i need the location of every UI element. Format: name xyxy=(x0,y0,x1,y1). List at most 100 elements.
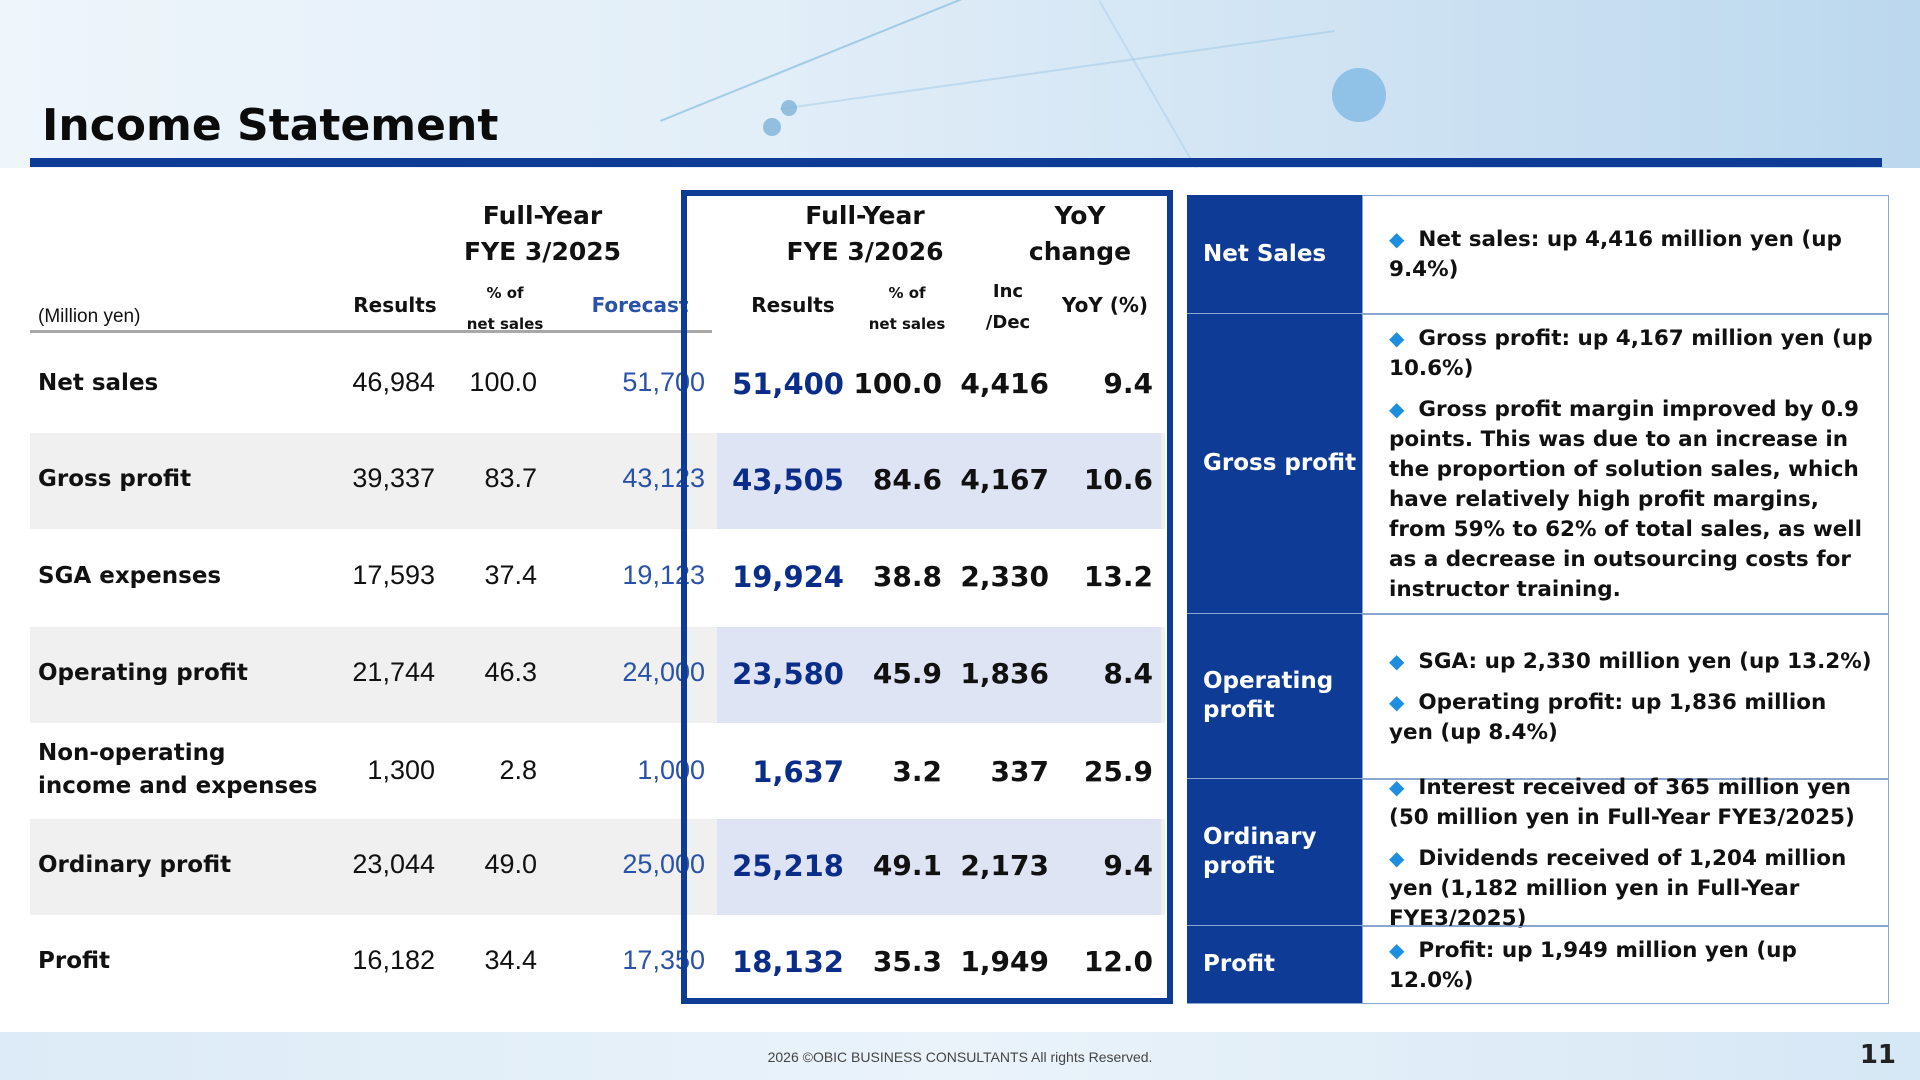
header-background xyxy=(0,0,1920,168)
section-body: ◆ Gross profit: up 4,167 million yen (up … xyxy=(1362,314,1889,613)
bullet-text: Dividends received of 1,204 million yen … xyxy=(1389,845,1847,931)
table-row: Non-operating income and expenses 1,300 2.8… xyxy=(30,723,1165,819)
cell-results-2026: 51,400 xyxy=(732,367,844,401)
highlight-row-shade xyxy=(717,627,1161,723)
commentary-section: Profit ◆ Profit: up 1,949 million yen (up … xyxy=(1187,926,1889,1004)
cell-pct-2025: 49.0 xyxy=(484,849,537,879)
cell-pct-2026: 3.2 xyxy=(892,755,942,788)
cell-forecast: 24,000 xyxy=(622,657,705,687)
col-header-line: Inc xyxy=(992,281,1024,302)
diamond-icon: ◆ xyxy=(1389,397,1405,421)
section-body: ◆ Net sales: up 4,416 million yen (up 9.4… xyxy=(1362,195,1889,313)
title-underline xyxy=(30,158,1882,167)
cell-forecast: 43,123 xyxy=(622,463,705,493)
bullet-item: ◆ Operating profit: up 1,836 million yen … xyxy=(1389,687,1874,748)
commentary-panel: Net Sales ◆ Net sales: up 4,416 million ye… xyxy=(1187,195,1889,1004)
cell-pct-2025: 2.8 xyxy=(499,755,537,785)
decorative-dot xyxy=(763,118,781,136)
section-label-text: Operating profit xyxy=(1203,667,1333,725)
table-row: Gross profit 39,337 83.7 43,123 43,505 84.6 4,… xyxy=(30,433,1165,529)
col-header-line: % of xyxy=(486,284,524,302)
page-title: Income Statement xyxy=(42,100,499,151)
cell-incdec: 2,173 xyxy=(960,849,1049,882)
cell-yoy-pct: 25.9 xyxy=(1083,755,1153,788)
page-number: 11 xyxy=(1859,1040,1896,1070)
table-row: SGA expenses 17,593 37.4 19,123 19,924 38.8 2,… xyxy=(30,530,1165,626)
commentary-section: Operating profit ◆ SGA: up 2,330 million ye… xyxy=(1187,614,1889,779)
unit-label: (Million yen) xyxy=(38,306,141,327)
section-label: Net Sales xyxy=(1187,195,1362,313)
diamond-icon: ◆ xyxy=(1389,227,1405,251)
cell-incdec: 4,167 xyxy=(960,463,1049,496)
cell-incdec: 2,330 xyxy=(960,560,1049,593)
commentary-section: Gross profit ◆ Gross profit: up 4,167 mill… xyxy=(1187,314,1889,614)
row-label-line: Non-operating xyxy=(38,740,226,766)
group-header-line: FYE 3/2025 xyxy=(463,237,622,266)
section-label: Gross profit xyxy=(1187,314,1362,613)
bullet-text: Gross profit margin improved by 0.9 poin… xyxy=(1389,397,1863,602)
section-label: Ordinary profit xyxy=(1187,779,1362,925)
cell-yoy-pct: 8.4 xyxy=(1103,657,1153,690)
cell-incdec: 1,949 xyxy=(960,945,1049,978)
col-header-line: net sales xyxy=(466,315,544,333)
bullet-text: Net sales: up 4,416 million yen (up 9.4%… xyxy=(1389,227,1842,282)
cell-pct-2026: 35.3 xyxy=(872,945,942,978)
cell-pct-2026: 100.0 xyxy=(853,367,942,400)
cell-pct-2026: 49.1 xyxy=(872,849,942,882)
bullet-item: ◆ Gross profit margin improved by 0.9 poi… xyxy=(1389,394,1874,605)
bullet-text: Profit: up 1,949 million yen (up 12.0%) xyxy=(1389,937,1797,993)
highlight-row-shade xyxy=(717,819,1161,915)
section-label-line: profit xyxy=(1203,697,1275,723)
bullet-text: Operating profit: up 1,836 million yen (… xyxy=(1389,689,1827,745)
section-label-text: Profit xyxy=(1203,950,1275,979)
cell-forecast: 1,000 xyxy=(637,755,705,785)
diamond-icon: ◆ xyxy=(1389,648,1405,673)
col-header-forecast: Forecast xyxy=(591,293,689,317)
bullet-item: ◆ Net sales: up 4,416 million yen (up 9.4… xyxy=(1389,224,1874,285)
cell-results-2025: 17,593 xyxy=(352,560,435,590)
cell-yoy-pct: 9.4 xyxy=(1103,849,1153,882)
section-label-text: Gross profit xyxy=(1203,449,1356,478)
yoy-group-header: YoY change xyxy=(990,198,1170,270)
diamond-icon: ◆ xyxy=(1389,326,1405,350)
cell-results-2025: 1,300 xyxy=(367,755,435,785)
cell-incdec: 337 xyxy=(990,755,1049,788)
cell-pct-2026: 45.9 xyxy=(872,657,942,690)
row-label: Net sales xyxy=(38,370,159,396)
bullet-item: ◆ Dividends received of 1,204 million yen… xyxy=(1389,843,1874,934)
cell-incdec: 1,836 xyxy=(960,657,1049,690)
bullet-text: Interest received of 365 million yen (50… xyxy=(1389,774,1855,830)
cell-results-2025: 46,984 xyxy=(352,367,435,397)
cell-pct-2026: 84.6 xyxy=(872,463,942,496)
col-header-results-2026: Results xyxy=(751,293,835,317)
group-header-line: YoY xyxy=(1054,201,1106,230)
header-divider xyxy=(30,330,712,333)
cell-results-2025: 39,337 xyxy=(352,463,435,493)
section-label: Profit xyxy=(1187,926,1362,1003)
cell-yoy-pct: 12.0 xyxy=(1083,945,1153,978)
row-label: SGA expenses xyxy=(38,563,222,589)
cell-yoy-pct: 9.4 xyxy=(1103,367,1153,400)
bullet-item: ◆ Gross profit: up 4,167 million yen (up … xyxy=(1389,323,1874,384)
commentary-section: Net Sales ◆ Net sales: up 4,416 million ye… xyxy=(1187,195,1889,314)
col-header-pct-2026: % of net sales xyxy=(852,278,962,340)
decorative-line xyxy=(660,0,1051,122)
cell-results-2026: 23,580 xyxy=(732,657,844,691)
bullet-item: ◆ Profit: up 1,949 million yen (up 12.0%) xyxy=(1389,935,1874,996)
section-label-line: Net Sales xyxy=(1203,240,1327,267)
group-header-line: Full-Year xyxy=(482,201,603,230)
group-header-line: FYE 3/2026 xyxy=(786,237,944,266)
col-header-line: % of xyxy=(888,284,926,302)
cell-results-2025: 16,182 xyxy=(352,945,435,975)
cell-pct-2026: 38.8 xyxy=(872,560,942,593)
row-label: Profit xyxy=(38,948,111,974)
cell-pct-2025: 46.3 xyxy=(484,657,537,687)
section-label-line: Profit xyxy=(1203,951,1276,977)
diamond-icon: ◆ xyxy=(1389,937,1405,962)
decorative-line xyxy=(1098,0,1230,168)
table-row: Operating profit 21,744 46.3 24,000 23,580 45… xyxy=(30,627,1165,723)
cell-results-2026: 18,132 xyxy=(732,945,844,979)
row-label: Gross profit xyxy=(38,466,192,492)
group-header-line: Full-Year xyxy=(805,201,925,230)
highlight-row-shade xyxy=(717,433,1161,529)
